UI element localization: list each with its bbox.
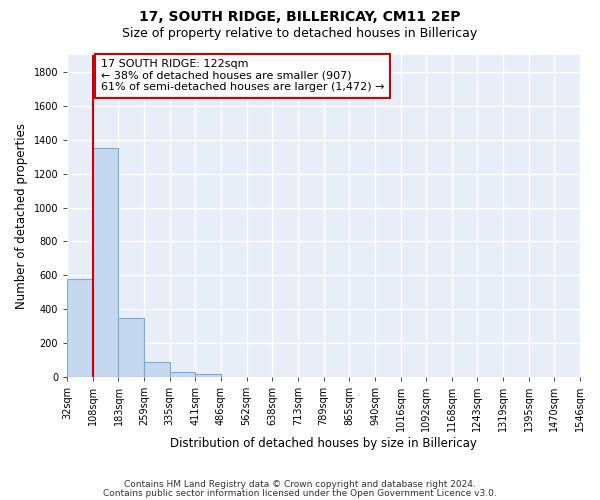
Y-axis label: Number of detached properties: Number of detached properties bbox=[15, 123, 28, 309]
Bar bbox=[170, 372, 196, 377]
Bar bbox=[144, 362, 170, 377]
Bar bbox=[196, 374, 221, 377]
X-axis label: Distribution of detached houses by size in Billericay: Distribution of detached houses by size … bbox=[170, 437, 477, 450]
Text: 17, SOUTH RIDGE, BILLERICAY, CM11 2EP: 17, SOUTH RIDGE, BILLERICAY, CM11 2EP bbox=[139, 10, 461, 24]
Text: Contains HM Land Registry data © Crown copyright and database right 2024.: Contains HM Land Registry data © Crown c… bbox=[124, 480, 476, 489]
Text: Contains public sector information licensed under the Open Government Licence v3: Contains public sector information licen… bbox=[103, 488, 497, 498]
Bar bbox=[118, 318, 144, 377]
Text: Size of property relative to detached houses in Billericay: Size of property relative to detached ho… bbox=[122, 28, 478, 40]
Bar bbox=[67, 278, 93, 377]
Bar bbox=[93, 148, 118, 377]
Text: 17 SOUTH RIDGE: 122sqm
← 38% of detached houses are smaller (907)
61% of semi-de: 17 SOUTH RIDGE: 122sqm ← 38% of detached… bbox=[101, 59, 384, 92]
